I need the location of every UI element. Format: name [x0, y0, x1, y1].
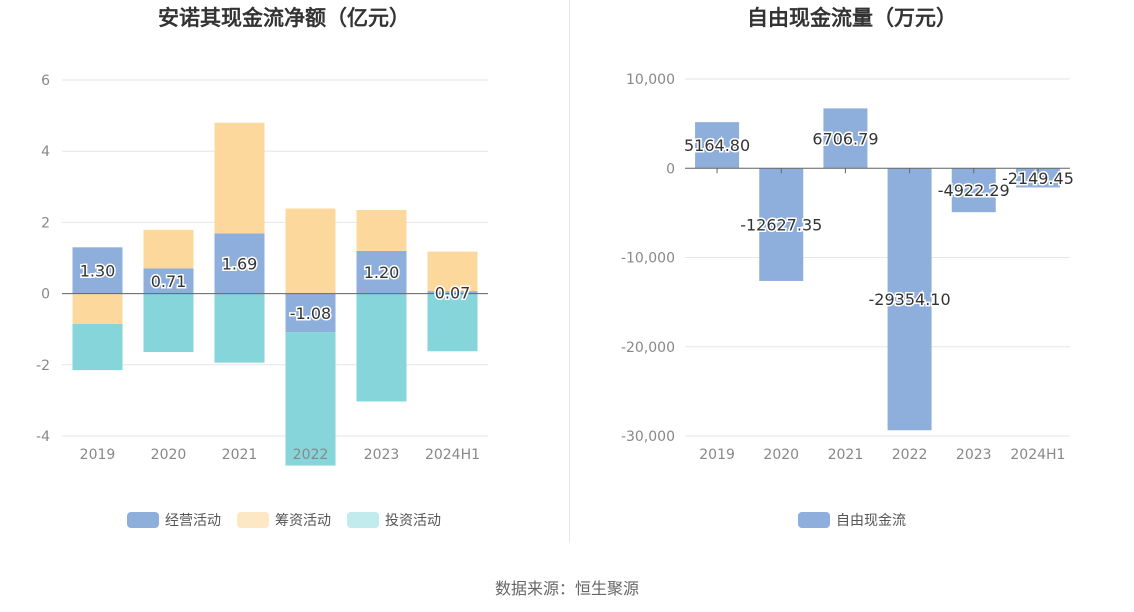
x-tick-label: 2021	[828, 447, 864, 463]
legend-item-investing[interactable]: 投资活动	[347, 510, 441, 530]
legend-swatch-financing	[237, 512, 269, 528]
bar-fcf	[887, 168, 932, 431]
data-label-fcf: -4922.29	[938, 181, 1010, 200]
data-label-operating: 0.07	[435, 283, 471, 302]
x-tick-label: 2021	[222, 447, 258, 463]
data-label-fcf: 5164.80	[684, 136, 750, 155]
y-tick-label: 0	[41, 287, 50, 303]
legend-item-fcf[interactable]: 自由现金流	[798, 510, 906, 530]
bar-operating	[285, 293, 336, 333]
y-tick-label: -2	[36, 358, 50, 374]
y-tick-label: -10,000	[621, 251, 675, 267]
x-tick-label: 2022	[293, 447, 329, 463]
y-tick-label: 4	[41, 144, 50, 160]
x-tick-label: 2022	[892, 447, 928, 463]
data-label-fcf: -29354.10	[869, 290, 951, 309]
fcf-chart-panel: 自由现金流量（万元） -30,000 -20,000 -10,000 0 10,000 2…	[570, 0, 1134, 545]
fcf-chart-svg: -30,000 -20,000 -10,000 0 10,000 2019 2020 2021…	[621, 72, 1075, 463]
fcf-chart-title: 自由现金流量（万元）	[747, 6, 957, 30]
bar-financing	[356, 209, 407, 251]
y-tick-label: 6	[41, 73, 50, 89]
x-tick-label: 2023	[956, 447, 992, 463]
data-source-footer: 数据来源：恒生聚源	[494, 579, 639, 598]
bar-fcf	[951, 168, 996, 213]
bar-financing	[427, 251, 478, 292]
x-tick-label: 2023	[364, 447, 400, 463]
legend-item-financing[interactable]: 筹资活动	[237, 510, 331, 530]
bar-operating	[356, 250, 407, 294]
bar-investing	[356, 293, 407, 402]
bar-investing	[427, 293, 478, 352]
bar-operating	[143, 268, 194, 294]
x-tick-label: 2019	[699, 447, 735, 463]
legend-label-operating: 经营活动	[165, 513, 221, 529]
x-tick-label: 2024H1	[425, 447, 480, 463]
data-label-operating: -1.08	[290, 304, 331, 323]
panel-divider	[569, 0, 570, 542]
data-label-operating: 1.69	[222, 255, 258, 274]
cashflow-chart-panel: 安诺其现金流净额（亿元） -4 -2 0 2 4 6 2019 2020 2021 2022 202…	[0, 0, 568, 545]
data-label-operating: 1.30	[80, 261, 116, 280]
y-tick-label: -20,000	[621, 340, 675, 356]
bar-investing	[143, 293, 194, 352]
bar-financing	[72, 293, 123, 324]
bar-operating	[427, 291, 478, 294]
x-tick-label: 2019	[80, 447, 116, 463]
data-label-fcf: 6706.79	[812, 129, 878, 148]
data-label-fcf: -2149.45	[1002, 169, 1074, 188]
legend-label-financing: 筹资活动	[275, 513, 331, 529]
cashflow-chart-svg: -4 -2 0 2 4 6 2019 2020 2021 2022 2023 2024H1 1.30 0.…	[36, 73, 488, 466]
x-tick-label: 2020	[151, 447, 187, 463]
bar-investing	[214, 293, 265, 363]
legend-swatch-investing	[347, 512, 379, 528]
cashflow-legend: 经营活动 筹资活动 投资活动	[0, 510, 568, 530]
y-tick-label: 0	[666, 161, 675, 177]
bar-fcf	[759, 168, 804, 281]
bar-fcf	[823, 108, 868, 169]
legend-item-operating[interactable]: 经营活动	[127, 510, 221, 530]
y-tick-label: -30,000	[621, 429, 675, 445]
data-label-fcf: -12627.35	[740, 216, 822, 235]
bar-investing	[285, 332, 336, 466]
x-tick-label: 2020	[763, 447, 799, 463]
bar-fcf	[1015, 168, 1060, 188]
legend-label-investing: 投资活动	[385, 513, 441, 529]
data-label-operating: 1.20	[364, 263, 400, 282]
bar-financing	[285, 208, 336, 294]
bar-fcf	[695, 122, 740, 169]
bar-operating	[214, 233, 265, 294]
fcf-legend: 自由现金流	[570, 510, 1134, 530]
bar-financing	[143, 229, 194, 269]
cashflow-chart-title: 安诺其现金流净额（亿元）	[158, 6, 410, 30]
y-tick-label: 2	[41, 215, 50, 231]
bar-investing	[72, 323, 123, 371]
data-label-operating: 0.71	[151, 272, 187, 291]
bar-financing	[214, 122, 265, 234]
legend-swatch-fcf	[798, 512, 830, 528]
y-tick-label: 10,000	[626, 72, 675, 88]
legend-label-fcf: 自由现金流	[836, 513, 906, 529]
x-tick-label: 2024H1	[1010, 447, 1065, 463]
y-tick-label: -4	[36, 429, 50, 445]
bar-operating	[72, 247, 123, 294]
legend-swatch-operating	[127, 512, 159, 528]
